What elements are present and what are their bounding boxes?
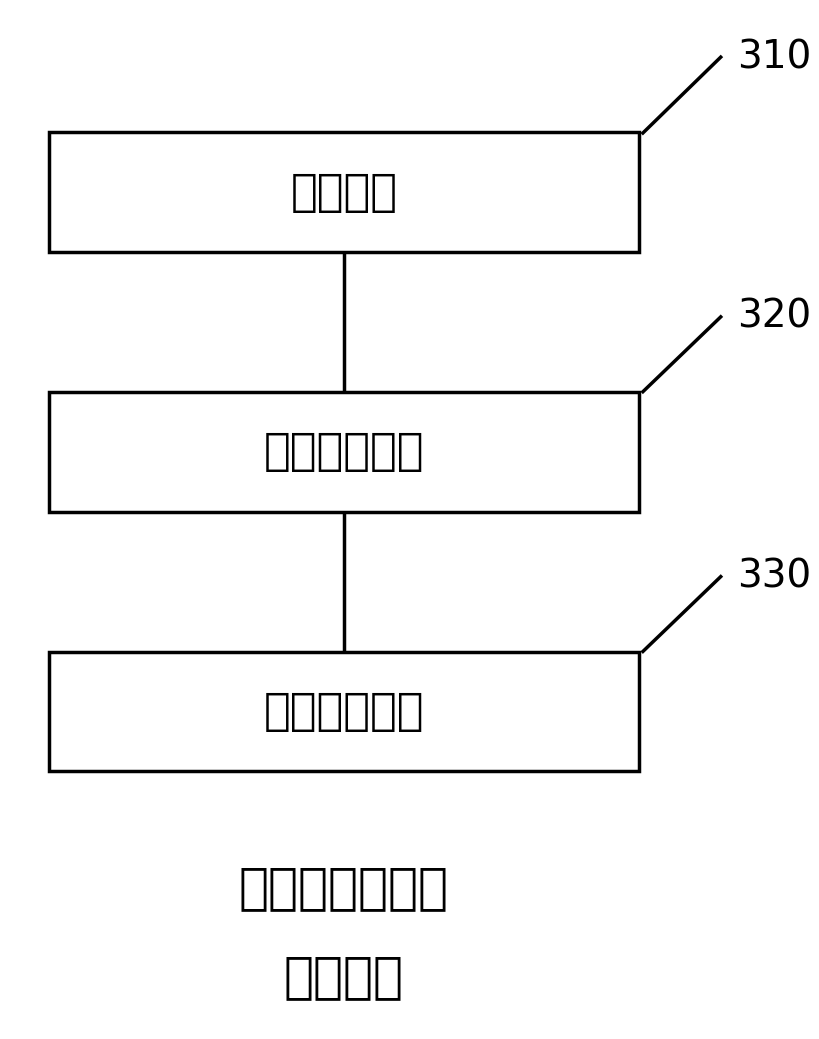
Text: 排布装置: 排布装置: [284, 953, 404, 1001]
Text: 获取模块: 获取模块: [291, 170, 397, 214]
Bar: [49, 652, 639, 771]
Text: 电流排布模块: 电流排布模块: [264, 690, 424, 734]
Text: 320: 320: [737, 298, 812, 336]
Text: 基于电气回路的: 基于电气回路的: [239, 864, 449, 912]
Bar: [49, 133, 639, 252]
Text: 310: 310: [737, 38, 812, 76]
Text: 330: 330: [737, 558, 812, 595]
Bar: [49, 393, 639, 512]
Text: 高度排布模块: 高度排布模块: [264, 430, 424, 474]
